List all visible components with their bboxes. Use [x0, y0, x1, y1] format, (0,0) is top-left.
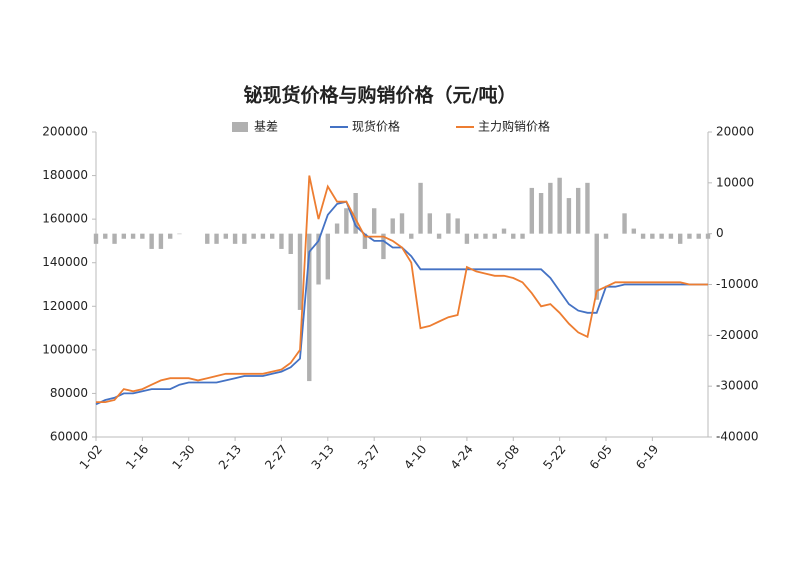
- bar: [371, 208, 377, 234]
- bar: [548, 182, 553, 234]
- bar: [492, 233, 497, 239]
- x-tick-label: 4-24: [448, 442, 476, 472]
- bar: [631, 228, 637, 234]
- y-tick-label: 100000: [42, 342, 88, 356]
- bar: [418, 182, 423, 234]
- y2-tick-label: -30000: [716, 379, 759, 393]
- bar: [260, 233, 266, 239]
- bar: [353, 193, 358, 234]
- bar: [381, 233, 386, 260]
- x-tick-label: 5-08: [494, 442, 522, 472]
- bar: [473, 233, 479, 239]
- y-tick-label: 160000: [42, 212, 88, 226]
- bar: [538, 193, 544, 234]
- x-tick-label: 2-27: [262, 442, 290, 472]
- chart-title: 铋现货价格与购销价格（元/吨）: [244, 84, 517, 107]
- bar: [149, 233, 154, 249]
- bar: [325, 233, 331, 280]
- bar: [177, 233, 182, 235]
- bar: [167, 233, 173, 239]
- x-tick-label: 6-05: [587, 442, 615, 472]
- bar: [279, 233, 284, 249]
- bar: [511, 233, 516, 239]
- bar: [140, 233, 145, 239]
- bar: [557, 177, 562, 234]
- y-tick-label: 180000: [42, 168, 88, 182]
- bar: [223, 233, 229, 239]
- y2-tick-label: 10000: [716, 175, 754, 189]
- bar: [594, 233, 599, 300]
- bar: [529, 187, 535, 234]
- x-tick-label: 5-22: [540, 442, 568, 472]
- bar: [158, 233, 164, 249]
- bar: [575, 187, 581, 234]
- bar: [251, 233, 256, 239]
- bar: [483, 233, 488, 239]
- y-tick-label: 120000: [42, 299, 88, 313]
- bar: [427, 213, 433, 234]
- bar: [390, 218, 395, 234]
- x-tick-label: 1-30: [169, 442, 197, 472]
- bar: [659, 233, 664, 239]
- bar: [409, 233, 414, 239]
- bar: [668, 233, 674, 239]
- bar: [436, 233, 442, 239]
- x-tick-label: 3-13: [309, 442, 337, 472]
- bar: [334, 223, 340, 234]
- bar: [455, 218, 460, 234]
- x-tick-label: 3-27: [355, 442, 383, 472]
- y2-tick-label: -20000: [716, 328, 759, 342]
- x-tick-label: 2-13: [216, 442, 244, 472]
- bar: [112, 233, 117, 244]
- bar: [640, 233, 646, 239]
- y2-tick-label: 0: [716, 226, 724, 240]
- bar: [501, 228, 507, 234]
- bar: [705, 233, 711, 239]
- bar: [520, 233, 525, 239]
- x-tick-label: 1-02: [77, 442, 105, 472]
- bar: [103, 233, 108, 239]
- bar: [242, 233, 247, 244]
- bar: [297, 233, 303, 310]
- bar: [232, 233, 238, 244]
- bar: [93, 233, 99, 244]
- bar: [130, 233, 136, 239]
- y2-tick-label: -40000: [716, 430, 759, 444]
- y2-tick-label: 20000: [716, 125, 754, 139]
- bar: [696, 233, 701, 239]
- x-tick-label: 6-19: [633, 442, 661, 472]
- y-tick-label: 60000: [50, 430, 88, 444]
- legend-label: 基差: [254, 120, 278, 134]
- bar: [316, 233, 321, 285]
- bar: [307, 233, 312, 382]
- bar: [214, 233, 219, 244]
- bar: [362, 233, 368, 249]
- bar: [121, 233, 127, 239]
- bar: [687, 233, 692, 239]
- y2-tick-label: -10000: [716, 277, 759, 291]
- y-tick-label: 80000: [50, 386, 88, 400]
- y-tick-label: 200000: [42, 125, 88, 139]
- x-tick-label: 1-16: [123, 442, 151, 472]
- line: [96, 175, 708, 403]
- bar: [677, 233, 683, 244]
- bar: [585, 182, 590, 234]
- bar: [650, 233, 655, 239]
- legend-swatch: [232, 122, 248, 132]
- bar: [603, 233, 609, 239]
- bar: [566, 198, 572, 234]
- bar: [205, 233, 210, 244]
- bar: [622, 213, 627, 234]
- bar: [269, 233, 275, 239]
- x-tick-label: 4-10: [401, 442, 429, 472]
- legend-label: 现货价格: [352, 119, 400, 134]
- y-tick-label: 140000: [42, 255, 88, 269]
- bar: [288, 233, 293, 254]
- legend-label: 主力购销价格: [478, 119, 550, 134]
- bar: [344, 208, 349, 234]
- bar: [399, 213, 405, 234]
- bar: [464, 233, 470, 244]
- bar: [446, 213, 451, 234]
